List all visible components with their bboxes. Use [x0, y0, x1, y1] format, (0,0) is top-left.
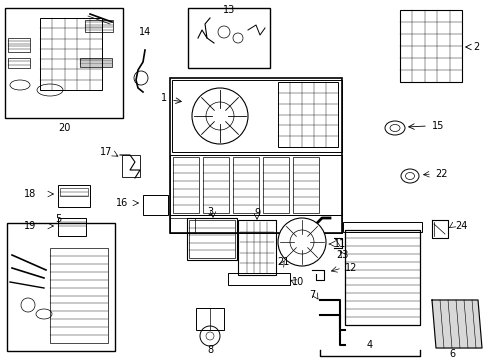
Text: 17: 17: [100, 147, 112, 157]
Bar: [186, 218, 237, 260]
Bar: [80, 58, 112, 67]
Text: 18: 18: [24, 189, 36, 199]
Text: 21: 21: [276, 257, 288, 267]
Bar: [58, 185, 90, 207]
Text: 13: 13: [223, 5, 235, 15]
Text: 10: 10: [291, 277, 304, 287]
Text: 5: 5: [55, 214, 61, 224]
Bar: [142, 195, 168, 215]
Bar: [8, 58, 30, 68]
Bar: [196, 308, 224, 330]
Bar: [60, 188, 88, 196]
Bar: [7, 223, 115, 351]
Bar: [170, 155, 341, 215]
Text: 12: 12: [345, 263, 357, 273]
Bar: [203, 157, 228, 213]
Bar: [227, 273, 289, 285]
Text: 11: 11: [333, 239, 346, 249]
Bar: [292, 157, 318, 213]
Bar: [232, 157, 259, 213]
Text: 8: 8: [206, 345, 213, 355]
Bar: [345, 230, 419, 325]
Text: 3: 3: [206, 207, 213, 217]
Bar: [187, 8, 269, 68]
Polygon shape: [431, 300, 481, 348]
Bar: [40, 18, 102, 90]
Bar: [172, 80, 341, 152]
Text: 20: 20: [58, 123, 70, 133]
Bar: [238, 220, 275, 275]
Bar: [173, 157, 199, 213]
Text: 2: 2: [472, 42, 478, 52]
Text: 23: 23: [335, 250, 347, 260]
Text: 16: 16: [116, 198, 128, 208]
Bar: [345, 230, 419, 325]
Bar: [263, 157, 288, 213]
Bar: [170, 218, 195, 233]
Bar: [399, 10, 461, 82]
Bar: [122, 155, 140, 177]
Bar: [5, 8, 123, 118]
Bar: [170, 215, 341, 233]
Bar: [342, 222, 421, 232]
Bar: [85, 20, 113, 32]
Text: 19: 19: [24, 221, 36, 231]
Circle shape: [192, 88, 247, 144]
Circle shape: [278, 218, 325, 266]
Bar: [278, 82, 337, 147]
Text: 9: 9: [253, 208, 260, 218]
Text: 22: 22: [434, 169, 447, 179]
Bar: [58, 218, 86, 236]
Bar: [50, 248, 108, 343]
Bar: [8, 38, 30, 52]
Bar: [189, 220, 235, 258]
Text: 1: 1: [161, 93, 167, 103]
Bar: [170, 78, 341, 233]
Text: 7: 7: [308, 290, 314, 300]
Text: 14: 14: [139, 27, 151, 37]
Text: 4: 4: [366, 340, 372, 350]
Text: 15: 15: [431, 121, 444, 131]
Text: 6: 6: [448, 349, 454, 359]
Text: 24: 24: [454, 221, 467, 231]
